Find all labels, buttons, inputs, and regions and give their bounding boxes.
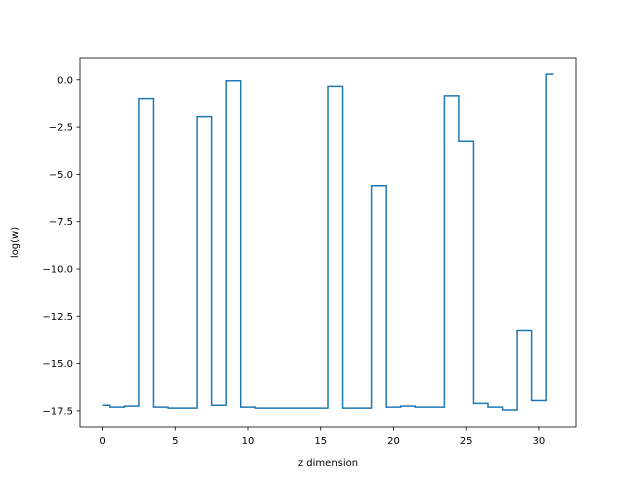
y-axis-ticks: 0.0 −2.5 −5.0 −7.5 −10.0 −12.5 −15.0 −17.5 <box>42 75 80 417</box>
x-tick-label: 25 <box>460 436 473 447</box>
y-tick-label: −7.5 <box>49 217 73 228</box>
x-axis-ticks: 0 5 10 15 20 25 30 <box>99 427 545 447</box>
x-tick-label: 15 <box>314 436 327 447</box>
x-tick-label: 5 <box>172 436 178 447</box>
y-tick-label: 0.0 <box>57 75 73 86</box>
x-axis-label: z dimension <box>298 458 358 469</box>
y-tick-label: −10.0 <box>42 264 73 275</box>
y-tick-label: −15.0 <box>42 359 73 370</box>
x-tick-label: 0 <box>99 436 105 447</box>
y-tick-label: −12.5 <box>42 312 73 323</box>
plot-area <box>102 73 554 411</box>
y-tick-label: −2.5 <box>49 123 73 134</box>
x-tick-label: 10 <box>242 436 255 447</box>
y-tick-label: −17.5 <box>42 406 73 417</box>
axes-frame <box>79 57 577 428</box>
y-tick-label: −5.0 <box>49 170 73 181</box>
y-axis-label: log(w) <box>10 227 21 258</box>
x-tick-label: 30 <box>533 436 546 447</box>
series-line <box>102 73 554 411</box>
x-tick-label: 20 <box>387 436 400 447</box>
